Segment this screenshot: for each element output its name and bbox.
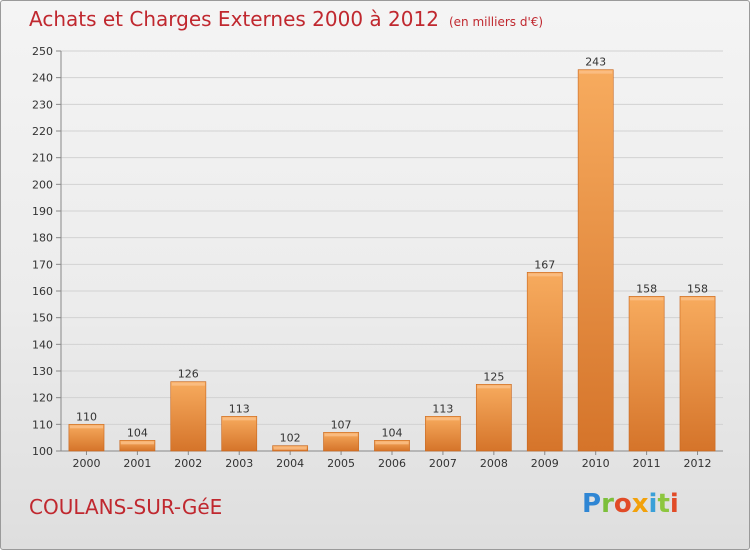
data-label: 110 xyxy=(76,410,97,423)
bar-2005 xyxy=(323,432,359,452)
data-label: 104 xyxy=(382,426,403,439)
bar-highlight xyxy=(273,446,307,450)
y-tick-label: 140 xyxy=(32,338,53,351)
data-label: 104 xyxy=(127,426,148,439)
y-tick-label: 200 xyxy=(32,178,53,191)
data-label: 158 xyxy=(687,282,708,295)
x-tick-label: 2010 xyxy=(582,457,610,470)
y-tick-label: 180 xyxy=(32,232,53,245)
bar-2010 xyxy=(577,69,614,452)
x-tick-label: 2001 xyxy=(123,457,151,470)
y-tick-label: 170 xyxy=(32,258,53,271)
bar-2008 xyxy=(475,384,512,452)
x-tick-label: 2011 xyxy=(633,457,661,470)
bar-highlight xyxy=(680,297,715,301)
chart-unit-label: (en milliers d'€) xyxy=(448,15,544,29)
proxiti-logo: Proxiti xyxy=(582,489,679,519)
bar-2009 xyxy=(526,272,563,452)
bar-highlight xyxy=(222,417,256,421)
data-label: 107 xyxy=(331,418,352,431)
bar-highlight xyxy=(630,297,664,301)
bar-2002 xyxy=(170,381,207,452)
bar-2001 xyxy=(119,440,156,452)
bar-highlight xyxy=(579,70,613,74)
y-tick-label: 160 xyxy=(32,285,53,298)
bar-highlight xyxy=(477,385,511,389)
y-tick-label: 240 xyxy=(32,72,53,85)
x-tick-label: 2012 xyxy=(684,457,712,470)
data-label: 243 xyxy=(585,56,606,69)
y-tick-label: 150 xyxy=(32,312,53,325)
data-label: 102 xyxy=(280,432,301,445)
x-tick-label: 2006 xyxy=(378,457,406,470)
bar-2003 xyxy=(221,416,258,452)
x-tick-label: 2007 xyxy=(429,457,457,470)
y-tick-label: 190 xyxy=(32,205,53,218)
x-tick-label: 2003 xyxy=(225,457,253,470)
y-tick-label: 230 xyxy=(32,98,53,111)
y-tick-label: 110 xyxy=(32,418,53,431)
data-label: 113 xyxy=(432,402,453,415)
chart-title-text: Achats et Charges Externes 2000 à 2012 xyxy=(29,7,439,31)
y-tick-label: 100 xyxy=(32,445,53,458)
bar-highlight xyxy=(171,382,205,386)
bar-2011 xyxy=(628,296,665,452)
data-label: 113 xyxy=(229,402,250,415)
bar-2012 xyxy=(679,296,716,452)
bar-highlight xyxy=(528,273,562,277)
y-tick-label: 210 xyxy=(32,152,53,165)
x-tick-label: 2004 xyxy=(276,457,304,470)
city-name: COULANS-SUR-GéE xyxy=(29,495,223,519)
y-tick-label: 220 xyxy=(32,125,53,138)
data-label: 158 xyxy=(636,282,657,295)
bar-highlight xyxy=(324,433,358,437)
bar-2006 xyxy=(374,440,410,452)
data-label: 167 xyxy=(534,258,555,271)
x-tick-label: 2002 xyxy=(174,457,202,470)
data-label: 125 xyxy=(483,370,504,383)
y-tick-label: 120 xyxy=(32,392,53,405)
bar-chart: 100 110 120 130 140 150 160 170 180 190 200 210 220 2… xyxy=(32,45,723,470)
y-tick-label: 250 xyxy=(32,45,53,58)
bar-highlight xyxy=(426,417,460,421)
chart-title: Achats et Charges Externes 2000 à 2012 (e… xyxy=(29,7,543,31)
bar-2007 xyxy=(425,416,461,452)
bar-highlight xyxy=(375,441,409,445)
x-tick-label: 2008 xyxy=(480,457,508,470)
data-label: 126 xyxy=(178,368,199,381)
bar-2000 xyxy=(68,424,105,452)
bar-highlight xyxy=(120,441,154,445)
y-tick-label: 130 xyxy=(32,365,53,378)
x-tick-label: 2000 xyxy=(72,457,100,470)
x-tick-label: 2005 xyxy=(327,457,355,470)
bar-highlight xyxy=(69,425,104,429)
x-tick-label: 2009 xyxy=(531,457,559,470)
